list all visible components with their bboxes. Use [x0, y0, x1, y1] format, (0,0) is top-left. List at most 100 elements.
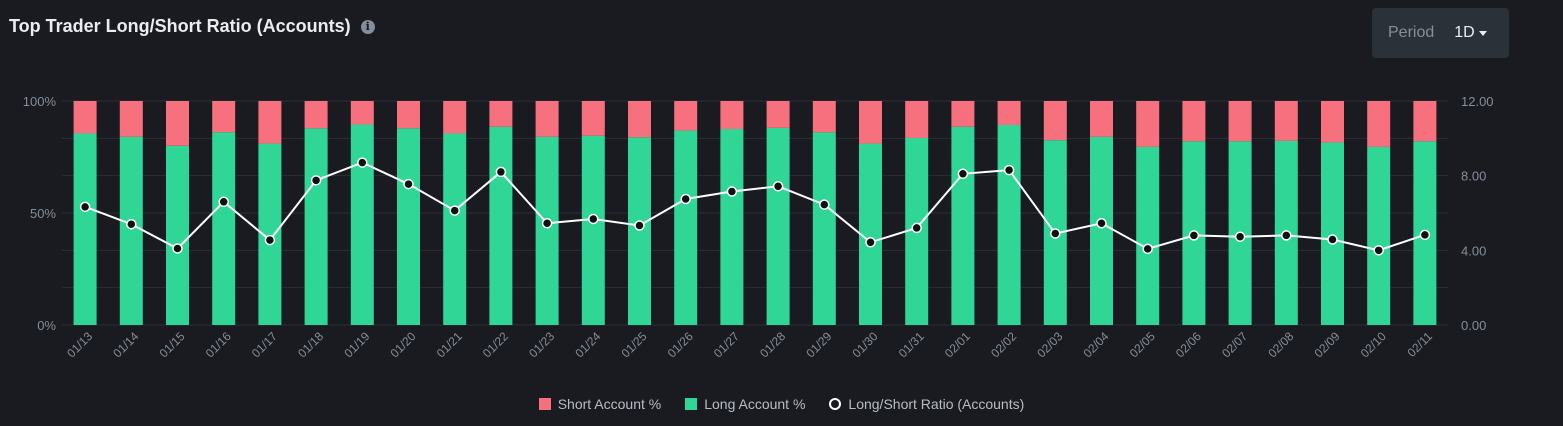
ratio-point [1188, 230, 1200, 241]
x-axis: 01/13 01/14 01/15 01/16 01/17 01/18 01/19 01/20… [64, 329, 1435, 360]
long-bar [212, 132, 236, 325]
x-tick-label: 02/03 [1034, 329, 1065, 360]
x-tick-label: 01/30 [849, 329, 880, 360]
short-bar [166, 101, 189, 146]
long-bar [489, 126, 513, 325]
x-tick-label: 02/06 [1173, 329, 1204, 360]
short-bar [1367, 101, 1391, 147]
long-bar [1090, 136, 1113, 325]
legend-swatch [685, 398, 698, 410]
short-bar [1090, 101, 1113, 137]
legend-label: Long Account % [704, 396, 806, 412]
ratio-point [1234, 231, 1246, 242]
x-tick-label: 01/24 [572, 329, 603, 360]
info-icon[interactable]: i [360, 19, 375, 34]
x-tick-label: 02/09 [1311, 329, 1342, 360]
right-tick-label: 4.00 [1461, 243, 1486, 258]
short-bar [1321, 101, 1344, 143]
ratio-point [772, 181, 784, 192]
long-bar [443, 133, 467, 325]
x-tick-label: 02/01 [942, 329, 973, 360]
short-bar [1182, 101, 1206, 142]
short-bar [812, 101, 836, 133]
ratio-point [495, 166, 507, 178]
ratio-point [911, 222, 922, 234]
ratio-point [680, 193, 691, 205]
short-bar [304, 101, 328, 129]
x-tick-label: 01/16 [203, 329, 234, 360]
long-bar [812, 132, 836, 325]
ratio-point [957, 168, 969, 180]
ratio-point [449, 205, 460, 216]
x-tick-label: 02/05 [1127, 329, 1158, 360]
x-tick-label: 01/19 [341, 329, 372, 360]
title-row: Top Trader Long/Short Ratio (Accounts) i [9, 16, 375, 37]
left-tick-label: 100% [23, 94, 57, 109]
right-tick-label: 0.00 [1461, 318, 1486, 333]
left-tick-label: 50% [30, 206, 56, 221]
long-bar [73, 133, 97, 325]
right-tick-label: 12.00 [1461, 94, 1494, 109]
legend: Short Account % Long Account % Long/Short … [0, 396, 1563, 412]
ratio-point [126, 218, 137, 230]
short-bar [1228, 101, 1252, 142]
ratio-point [264, 234, 276, 246]
ratio-point [588, 213, 599, 225]
long-bar [997, 124, 1021, 325]
ratio-point [218, 196, 229, 208]
short-bar [350, 101, 374, 125]
long-bar [119, 136, 143, 325]
x-tick-label: 01/28 [757, 329, 788, 360]
x-tick-label: 01/14 [110, 329, 141, 360]
ratio-line-path [84, 161, 1426, 252]
long-bar [1367, 146, 1391, 325]
ratio-point [541, 218, 553, 229]
legend-swatch [538, 398, 551, 410]
long-bar [1136, 146, 1160, 325]
long-bar [258, 143, 282, 325]
short-bar [1043, 101, 1067, 141]
right-axis: 12.00 8.00 4.00 0.00 [1461, 94, 1494, 333]
ratio-point [819, 199, 830, 210]
short-bar [443, 101, 467, 134]
ratio-point [634, 220, 645, 231]
x-tick-label: 02/08 [1265, 329, 1296, 360]
short-bar [73, 101, 97, 134]
x-tick-label: 01/29 [803, 329, 834, 360]
x-tick-label: 01/17 [249, 329, 280, 360]
long-bar [1321, 142, 1344, 325]
period-value: 1D [1454, 24, 1475, 41]
left-axis: 100% 50% 0% [23, 94, 57, 333]
ratio-point [865, 237, 876, 248]
x-tick-label: 01/25 [618, 329, 649, 360]
long-bar [397, 128, 420, 325]
long-bar [766, 127, 790, 325]
ratio-point [403, 178, 414, 190]
long-bar [166, 145, 189, 325]
long-bar [674, 130, 698, 325]
legend-item[interactable]: Long Account % [685, 396, 805, 412]
short-bar [258, 101, 282, 144]
short-bar [489, 101, 513, 127]
period-selector[interactable]: Period 1D [1372, 8, 1509, 58]
x-tick-label: 01/31 [896, 329, 927, 360]
chart-title: Top Trader Long/Short Ratio (Accounts) [9, 16, 351, 36]
ratio-point [1373, 245, 1384, 256]
legend-item[interactable]: Short Account % [538, 396, 662, 412]
legend-item[interactable]: Long/Short Ratio (Accounts) [829, 396, 1024, 412]
short-bar [535, 101, 559, 137]
period-dropdown[interactable]: 1D [1454, 24, 1487, 42]
x-tick-label: 01/20 [387, 329, 418, 360]
short-bar [905, 101, 929, 138]
legend-label: Short Account % [557, 396, 662, 412]
ratio-point [172, 243, 183, 254]
left-tick-label: 0% [37, 318, 56, 333]
chevron-down-icon [1478, 30, 1487, 36]
ratio-point [1327, 234, 1338, 245]
right-tick-label: 8.00 [1461, 169, 1486, 184]
short-bar [720, 101, 744, 129]
x-tick-label: 02/10 [1358, 329, 1389, 360]
x-tick-label: 01/15 [156, 329, 187, 360]
short-bar [766, 101, 790, 128]
